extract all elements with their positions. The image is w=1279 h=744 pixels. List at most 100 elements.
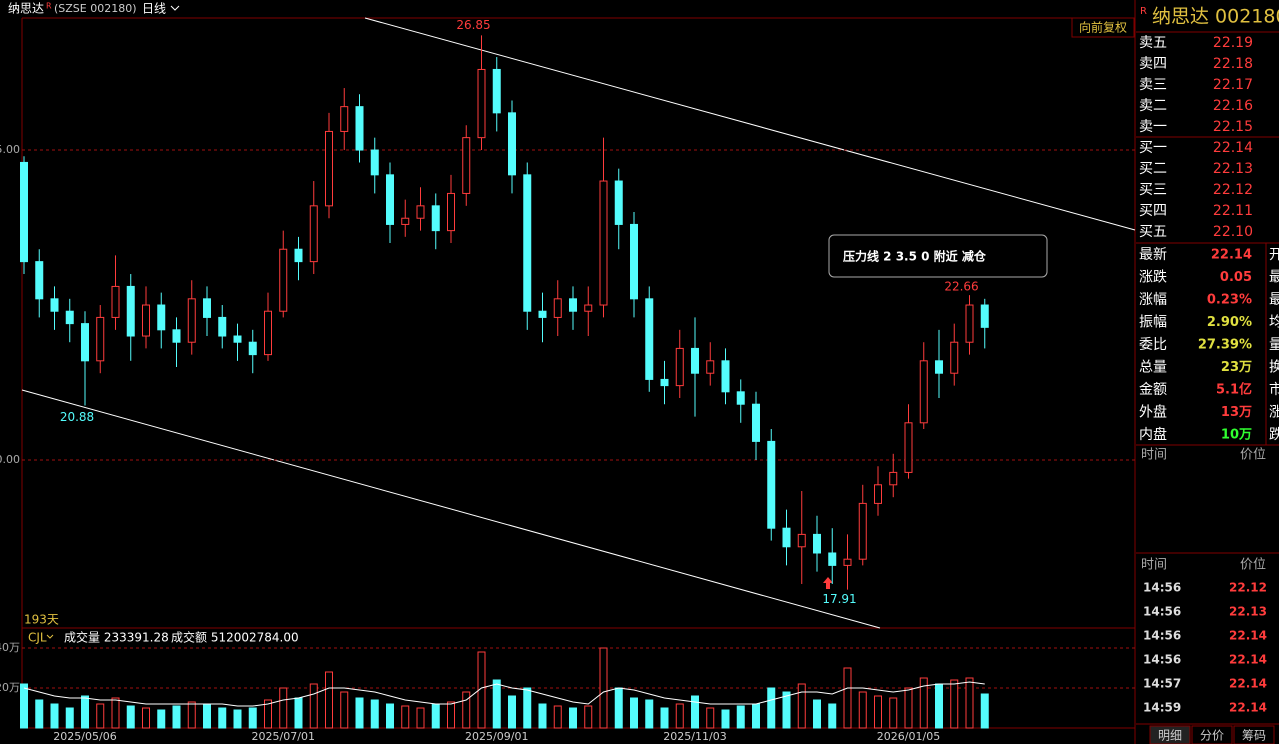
book-price: 22.13: [1213, 161, 1253, 177]
candle-body: [157, 304, 166, 331]
stat-value: 2.90%: [1207, 315, 1252, 330]
candle-body: [706, 360, 715, 374]
volume-bar: [889, 697, 898, 729]
trade-time: 14:56: [1143, 605, 1181, 619]
volume-bar: [35, 699, 44, 729]
tab[interactable]: [1191, 725, 1233, 744]
annotation: 压力线 2 3.5 0 附近 减仓: [843, 249, 987, 264]
candle-body: [599, 180, 608, 306]
candle-body: [96, 316, 105, 362]
volume-bar: [980, 693, 989, 729]
candle-body: [828, 552, 837, 566]
dropdown-icon[interactable]: [46, 634, 54, 639]
trade-price: 22.14: [1229, 701, 1267, 715]
volume-bar: [447, 701, 455, 729]
y-tick-label: 20万: [0, 681, 20, 694]
days: 193天: [24, 613, 59, 627]
dropdown-icon[interactable]: [170, 5, 180, 11]
candle-body: [172, 329, 181, 343]
tab-label[interactable]: 筹码: [1242, 729, 1266, 743]
candle-body: [675, 347, 684, 387]
x-tick-label: 2026/01/05: [877, 730, 940, 743]
candle-body: [782, 527, 791, 548]
volume-bar: [874, 695, 882, 729]
book-label: 买二: [1139, 161, 1167, 177]
tab-label[interactable]: 明细: [1158, 729, 1182, 743]
trade-price: 22.14: [1229, 653, 1267, 667]
tab[interactable]: [1233, 725, 1275, 744]
volume-bar: [111, 697, 120, 729]
candle-body: [355, 106, 364, 151]
extreme-label: 17.91: [822, 592, 856, 606]
volume-text: 成交量 233391.28: [64, 630, 169, 645]
y-tick-label: 40万: [0, 641, 20, 654]
column-header: 价位: [1240, 448, 1266, 463]
stat-label: 换: [1269, 359, 1279, 376]
tab-label[interactable]: 分价: [1200, 729, 1224, 743]
adjust[interactable]: 向前复权: [1079, 20, 1127, 35]
candle-body: [142, 304, 150, 337]
trade-price: 22.12: [1229, 581, 1267, 595]
candle-body: [858, 502, 867, 560]
volume-bar: [828, 703, 837, 729]
volume-ma-line: [23, 681, 985, 707]
candle-body: [447, 192, 455, 232]
stat-label: 内盘: [1139, 426, 1167, 443]
candle-body: [309, 205, 318, 263]
volume-bar: [919, 677, 928, 729]
book-label: 买三: [1139, 182, 1167, 198]
volume-bar: [950, 679, 959, 729]
volume-bar: [462, 691, 471, 729]
candle-body: [35, 261, 44, 300]
volume-bar: [584, 705, 593, 729]
trade-time: 14:56: [1143, 653, 1181, 667]
candle-body: [233, 335, 242, 343]
volume-bar: [782, 691, 791, 729]
volume-bar: [340, 691, 349, 729]
stat-label: 涨幅: [1139, 292, 1167, 308]
stat-value: 0.23%: [1207, 293, 1252, 308]
volume-bar: [752, 703, 760, 729]
extreme-label: 26.85: [456, 18, 490, 32]
candle-body: [294, 248, 303, 263]
candle-body: [980, 304, 989, 328]
candle-body: [843, 558, 852, 566]
volume-bar: [508, 695, 516, 729]
tab[interactable]: [1149, 725, 1191, 744]
volume-bar: [65, 707, 74, 729]
volume-bar: [797, 683, 806, 729]
trade-time: 14:57: [1143, 677, 1181, 691]
volume-bar: [492, 679, 501, 729]
candle-body: [264, 310, 272, 356]
candle-body: [645, 298, 654, 380]
candle-body: [20, 161, 28, 263]
book-price: 22.10: [1213, 224, 1253, 240]
stat-label: 均: [1269, 315, 1279, 331]
candle-body: [477, 68, 486, 139]
stat-value: 13万: [1221, 405, 1252, 420]
x-tick-label: 2025/07/01: [252, 730, 315, 743]
candle-body: [111, 285, 120, 318]
volume-bar: [965, 677, 974, 729]
x-tick-label: 2025/09/01: [465, 730, 528, 743]
stock-code: (SZSE 002180): [54, 2, 137, 15]
panel-flag-bg: [1136, 4, 1144, 18]
candle-body: [919, 360, 928, 424]
arrow: [823, 577, 833, 589]
candle-body: [416, 205, 425, 219]
book-label: 买四: [1139, 203, 1167, 219]
volume-bar: [813, 699, 821, 729]
column-header: 时间: [1141, 558, 1167, 573]
volume-bar: [569, 707, 577, 729]
candle-body: [950, 341, 959, 374]
volume-bar: [248, 707, 257, 729]
stat-label: 外盘: [1139, 404, 1167, 421]
period[interactable]: 日线: [142, 2, 166, 16]
candle-body: [492, 68, 501, 114]
volume-bar: [553, 705, 562, 729]
panel-title: 纳思达 002180: [1152, 6, 1279, 28]
adjust-box[interactable]: [1071, 17, 1135, 38]
volume-bar: [614, 687, 623, 729]
stat-label: 涨跌: [1139, 270, 1167, 286]
column-header: 时间: [1141, 448, 1167, 463]
